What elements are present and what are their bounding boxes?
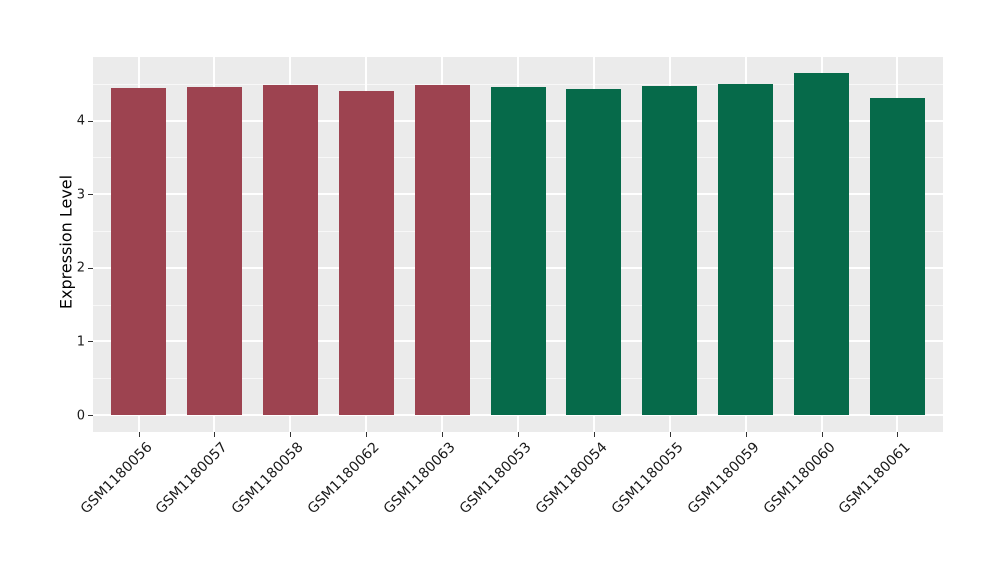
y-tick-label: 1 bbox=[76, 334, 85, 350]
bar-GSM1180058 bbox=[262, 85, 318, 415]
bar-GSM1180059 bbox=[718, 83, 774, 415]
y-tick-mark bbox=[88, 120, 93, 122]
y-tick-mark bbox=[88, 341, 93, 343]
x-tick-mark bbox=[669, 432, 671, 437]
bar-GSM1180054 bbox=[566, 88, 622, 415]
x-tick-mark bbox=[518, 432, 519, 437]
x-tick-mark bbox=[290, 432, 292, 437]
y-tick-mark bbox=[88, 194, 93, 196]
bar-GSM1180055 bbox=[642, 86, 698, 415]
x-tick-label: GSM1180053 bbox=[456, 439, 535, 518]
x-tick-mark bbox=[897, 432, 899, 437]
plot-panel bbox=[93, 57, 943, 432]
x-tick-mark bbox=[745, 432, 747, 437]
x-tick-label: GSM1180059 bbox=[684, 439, 763, 518]
bar-GSM1180060 bbox=[794, 73, 850, 415]
y-axis-title: Expression Level bbox=[56, 174, 76, 310]
x-tick-mark bbox=[138, 432, 140, 437]
x-tick-label: GSM1180057 bbox=[153, 439, 232, 518]
bar-GSM1180057 bbox=[186, 86, 242, 415]
bar-GSM1180063 bbox=[414, 85, 470, 415]
x-tick-mark bbox=[366, 432, 368, 437]
bar-GSM1180053 bbox=[490, 86, 546, 415]
bar-GSM1180056 bbox=[111, 88, 167, 415]
y-tick-mark bbox=[88, 415, 93, 416]
x-tick-mark bbox=[821, 432, 823, 437]
x-tick-label: GSM1180056 bbox=[77, 439, 156, 518]
y-tick-label: 3 bbox=[76, 187, 85, 203]
x-tick-label: GSM1180055 bbox=[608, 439, 687, 518]
x-tick-mark bbox=[593, 432, 595, 437]
x-tick-label: GSM1180054 bbox=[532, 439, 611, 518]
bar-GSM1180062 bbox=[338, 91, 394, 415]
x-tick-label: GSM1180060 bbox=[760, 439, 839, 518]
y-tick-mark bbox=[88, 267, 93, 269]
y-tick-label: 4 bbox=[76, 113, 85, 129]
bar-GSM1180061 bbox=[869, 97, 925, 415]
x-tick-label: GSM1180061 bbox=[836, 439, 915, 518]
y-tick-label: 2 bbox=[76, 260, 85, 276]
x-tick-label: GSM1180058 bbox=[229, 439, 307, 518]
x-tick-label: GSM1180063 bbox=[380, 439, 459, 518]
x-tick-mark bbox=[214, 432, 216, 437]
y-tick-label: 0 bbox=[76, 408, 85, 423]
x-tick-mark bbox=[442, 432, 444, 437]
x-tick-label: GSM1180062 bbox=[304, 439, 383, 518]
